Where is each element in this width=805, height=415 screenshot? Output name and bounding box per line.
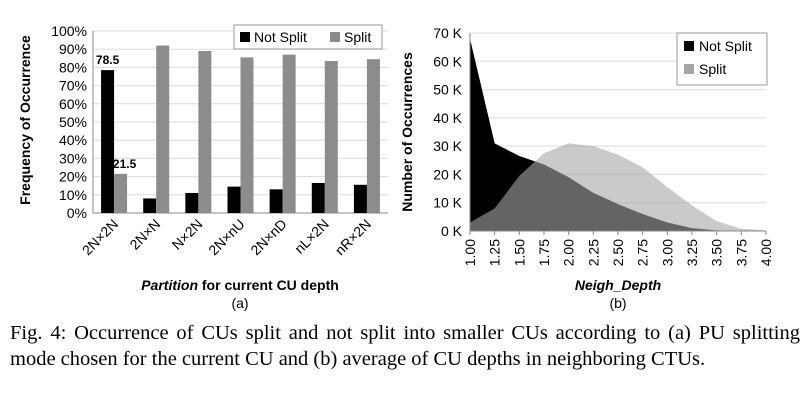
x-tick-label: 2N×N: [126, 216, 163, 253]
legend-box: [233, 24, 383, 50]
x-tick-label: 3.00: [659, 239, 675, 266]
bar-not-split: [269, 189, 283, 213]
legend-swatch-split: [684, 64, 694, 74]
chart-a-bar: 0%10%20%30%40%50%60%70%80%90%100% 2N×2N 2…: [17, 23, 388, 311]
bar-not-split: [185, 192, 199, 213]
y-tick-label: 70 K: [433, 25, 462, 41]
bar-split: [240, 57, 254, 213]
x-axis-title: Neigh_Depth: [575, 277, 661, 293]
x-axis-title-italic: Partition: [141, 277, 198, 293]
x-tick-label: 2N×nU: [205, 216, 247, 258]
x-tick-label: 3.25: [684, 239, 700, 266]
y-tick-label: 10 K: [433, 195, 462, 211]
legend-label-not-split: Not Split: [699, 38, 752, 54]
x-tick-label: 2N×2N: [79, 216, 121, 258]
x-tick-label: 1.00: [462, 239, 478, 266]
x-tick-label: nL×2N: [291, 216, 332, 257]
y-tick-label: 40 K: [433, 110, 462, 126]
y-tick-label: 30%: [59, 150, 87, 166]
data-label: 78.5: [96, 53, 120, 67]
bar-not-split: [311, 182, 325, 213]
legend-label-split: Split: [699, 61, 726, 77]
data-labels: 78.5 21.5: [96, 53, 137, 171]
x-tick-label: 2N×nD: [247, 216, 289, 258]
bar-not-split: [101, 70, 115, 213]
y-tick-label: 10%: [59, 187, 87, 203]
y-axis-title: Number of Occurrences: [399, 52, 415, 212]
legend-label-not-split: Not Split: [254, 29, 307, 45]
y-tick-label: 0%: [67, 205, 87, 221]
x-tick-label: 2.00: [561, 239, 577, 266]
x-axis-title: Partition for current CU depth: [141, 277, 339, 293]
areas: [470, 38, 766, 232]
y-tick-label: 60%: [59, 96, 87, 112]
bar-split: [156, 45, 170, 214]
x-tick-label: 2.25: [585, 239, 601, 266]
bar-split: [324, 61, 338, 213]
area-split: [470, 143, 766, 231]
x-tick-label: nR×2N: [332, 216, 374, 258]
y-tick-label: 0 K: [441, 223, 463, 239]
y-tick-label: 80%: [59, 59, 87, 75]
y-tick-label: 50%: [59, 114, 87, 130]
x-tick-label: 1.50: [511, 239, 527, 266]
x-tick-label: N×2N: [169, 216, 206, 253]
data-label: 21.5: [113, 157, 137, 171]
legend-swatch-split: [330, 32, 340, 42]
legend: Not Split Split: [676, 32, 768, 86]
y-tick-label: 20 K: [433, 166, 462, 182]
bar-not-split: [227, 186, 241, 213]
y-axis-title: Frequency of Occurrence: [17, 35, 33, 205]
y-tick-label: 50 K: [433, 82, 462, 98]
x-axis-title-rest: for current CU depth: [198, 277, 339, 293]
bar-not-split: [353, 184, 367, 213]
x-tick-label: 3.50: [709, 239, 725, 266]
legend-swatch-not-split: [240, 32, 250, 42]
y-tick-label: 30 K: [433, 138, 462, 154]
legend-swatch-not-split: [684, 41, 694, 51]
x-tick-labels: 1.00 1.25 1.50 1.75 2.00 2.25 2.50 2.75 3.00 3.25…: [462, 231, 774, 266]
x-tick-label: 2.50: [610, 239, 626, 266]
bars: [101, 45, 380, 214]
figure-caption: Fig. 4: Occurrence of CUs split and not …: [10, 322, 800, 370]
panel-label-b: (b): [609, 295, 626, 311]
y-tick-labels: 0 K 10 K 20 K 30 K 40 K 50 K 60 K 70 K: [433, 25, 462, 239]
y-tick-label: 60 K: [433, 53, 462, 69]
panel-label-a: (a): [231, 295, 248, 311]
legend-label-split: Split: [344, 29, 371, 45]
bar-split: [366, 59, 380, 214]
bar-split: [198, 51, 212, 213]
bar-split: [114, 173, 128, 213]
x-tick-label: 3.75: [733, 239, 749, 266]
x-tick-label: 4.00: [758, 239, 774, 266]
bar-split: [282, 54, 296, 213]
figure: 0%10%20%30%40%50%60%70%80%90%100% 2N×2N 2…: [17, 23, 774, 311]
legend: Not Split Split: [233, 24, 383, 50]
x-tick-labels: 2N×2N 2N×N N×2N 2N×nU 2N×nD nL×2N nR×2N: [79, 216, 374, 258]
y-tick-label: 40%: [59, 132, 87, 148]
y-tick-label: 70%: [59, 78, 87, 94]
y-tick-labels: 0% 10% 20% 30% 40% 50% 60% 70% 80% 90% 100%: [51, 23, 87, 221]
x-tick-label: 1.25: [487, 239, 503, 266]
x-tick-label: 2.75: [635, 239, 651, 266]
bar-not-split: [143, 198, 157, 213]
y-tick-label: 90%: [59, 41, 87, 57]
x-tick-label: 1.75: [536, 239, 552, 266]
y-tick-label: 100%: [51, 23, 87, 39]
chart-b-area: 0 K 10 K 20 K 30 K 40 K 50 K 60 K 70 K 1.00 1.25…: [399, 25, 774, 311]
y-tick-label: 20%: [59, 169, 87, 185]
